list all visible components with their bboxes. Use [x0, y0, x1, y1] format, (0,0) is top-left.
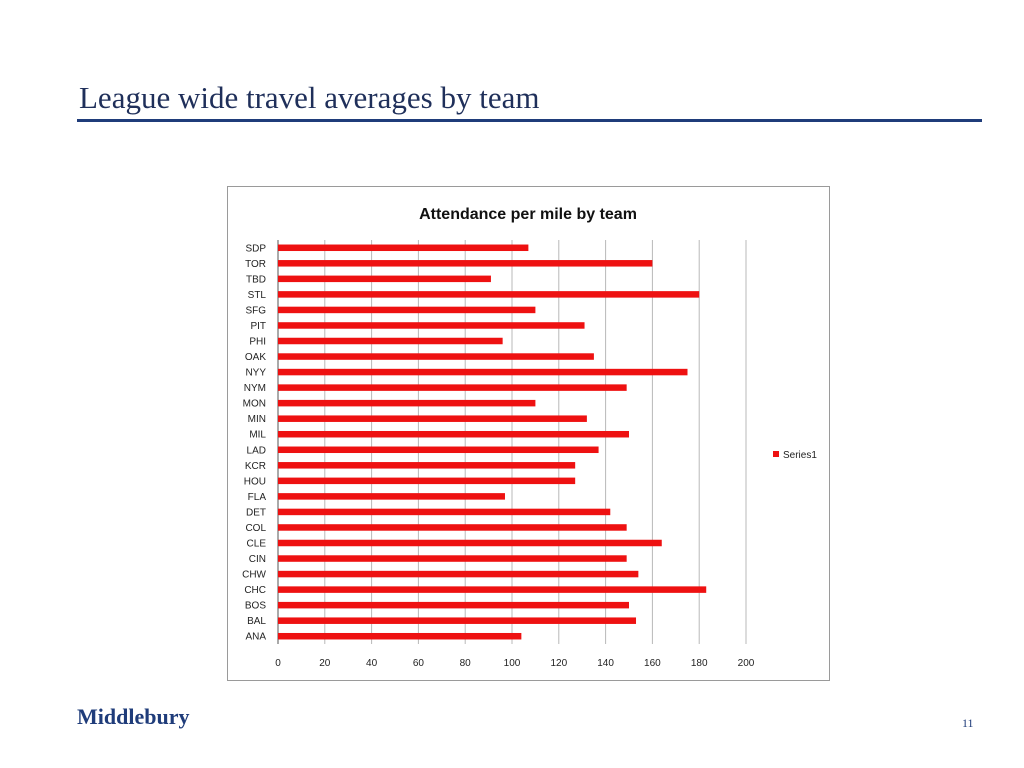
x-tick-label-200: 200: [738, 658, 755, 669]
category-label-det: DET: [246, 507, 266, 518]
bar-hou: [278, 477, 576, 485]
bar-oak: [278, 353, 594, 360]
slide-title: League wide travel averages by team: [79, 80, 540, 115]
grid-lines: [277, 240, 747, 644]
category-label-phi: PHI: [249, 337, 266, 348]
bar-nyy: [278, 368, 688, 376]
category-label-cin: CIN: [249, 554, 266, 565]
bar-tbd: [278, 275, 491, 283]
bar-chc: [278, 586, 707, 593]
x-tick-label-100: 100: [504, 658, 521, 669]
bar-min: [278, 415, 587, 422]
category-label-min: MIN: [248, 414, 266, 425]
bar-stl: [278, 291, 700, 298]
bar-lad: [278, 446, 599, 454]
bar-cle: [278, 539, 662, 547]
title-rule: [77, 119, 982, 122]
category-label-tor: TOR: [245, 259, 266, 270]
category-label-fla: FLA: [248, 492, 267, 503]
category-label-sdp: SDP: [245, 243, 266, 254]
category-label-chw: CHW: [242, 570, 266, 581]
category-label-tbd: TBD: [246, 274, 266, 285]
category-label-lad: LAD: [247, 445, 266, 456]
bar-cin: [278, 555, 627, 562]
chart-frame: Attendance per mile by team SDP TOR TBD STL…: [227, 186, 830, 681]
bar-tor: [278, 260, 653, 267]
x-tick-label-120: 120: [550, 658, 567, 669]
legend-swatch: [773, 451, 779, 457]
category-label-ana: ANA: [245, 632, 266, 643]
x-tick-label-140: 140: [597, 658, 614, 669]
category-label-mon: MON: [243, 399, 266, 410]
category-label-nym: NYM: [244, 383, 266, 394]
bar-chw: [278, 570, 639, 578]
category-label-chc: CHC: [244, 585, 266, 596]
bar-mon: [278, 399, 536, 407]
category-label-stl: STL: [248, 290, 267, 301]
category-label-bos: BOS: [245, 601, 266, 612]
bar-mil: [278, 430, 629, 438]
bar-nym: [278, 384, 627, 391]
x-tick-label-80: 80: [460, 658, 472, 669]
bar-pit: [278, 322, 585, 329]
x-tick-labels: 0 20 40 60 80 100 120 140 160 180 200: [275, 658, 755, 669]
category-label-hou: HOU: [244, 476, 266, 487]
page-number: 11: [962, 716, 974, 730]
x-tick-label-180: 180: [691, 658, 708, 669]
category-label-oak: OAK: [245, 352, 266, 363]
bar-col: [278, 524, 627, 531]
chart-title: Attendance per mile by team: [419, 206, 637, 223]
x-tick-label-20: 20: [319, 658, 331, 669]
category-label-pit: PIT: [250, 321, 266, 332]
category-label-bal: BAL: [247, 616, 266, 627]
bar-phi: [278, 337, 503, 345]
legend-label-series1: Series1: [783, 450, 817, 461]
x-tick-label-160: 160: [644, 658, 661, 669]
legend: Series1: [773, 450, 817, 461]
bar-bal: [278, 617, 637, 624]
x-tick-label-40: 40: [366, 658, 378, 669]
bar-det: [278, 508, 611, 516]
category-label-mil: MIL: [249, 430, 266, 441]
x-tick-label-60: 60: [413, 658, 425, 669]
category-label-sfg: SFG: [245, 305, 266, 316]
bar-kcr: [278, 462, 576, 469]
middlebury-logo: Middlebury: [77, 704, 190, 729]
bars: [278, 244, 707, 640]
category-label-cle: CLE: [247, 539, 267, 550]
bar-bos: [278, 601, 629, 609]
category-label-nyy: NYY: [245, 368, 266, 379]
bar-chart: Attendance per mile by team SDP TOR TBD STL…: [242, 206, 817, 669]
category-label-kcr: KCR: [245, 461, 266, 472]
bar-ana: [278, 632, 522, 640]
bar-fla: [278, 493, 505, 500]
x-tick-label-0: 0: [275, 658, 281, 669]
bar-sfg: [278, 306, 536, 314]
bar-sdp: [278, 244, 529, 252]
category-label-col: COL: [245, 523, 266, 534]
category-labels: SDP TOR TBD STL SFG PIT PHI OAK NYY NYM MON MIN MIL L…: [242, 243, 266, 642]
